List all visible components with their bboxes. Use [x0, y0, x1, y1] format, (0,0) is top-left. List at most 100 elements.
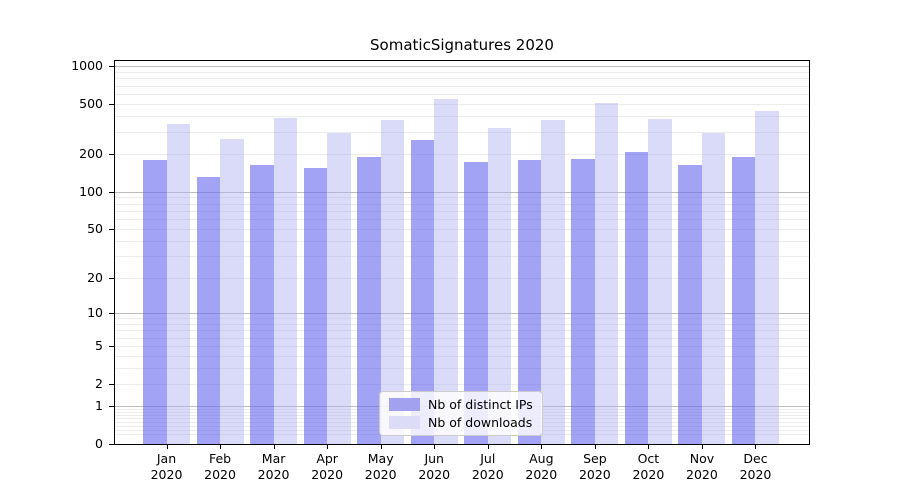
bar-distinct-ips-aug — [517, 160, 542, 444]
grid-line — [115, 368, 809, 370]
x-tick-mark — [220, 445, 222, 449]
x-tick-label-feb: Feb 2020 — [204, 451, 236, 482]
y-tick-label: 5 — [95, 338, 103, 354]
y-tick-label: 1 — [95, 398, 103, 414]
bar-downloads-aug — [541, 120, 565, 444]
grid-line — [115, 197, 809, 199]
bar-distinct-ips-dec — [731, 157, 756, 444]
y-tick-label: 0 — [95, 436, 103, 451]
legend-label-downloads: Nb of downloads — [428, 415, 533, 430]
grid-line — [115, 228, 809, 230]
x-tick-label-may: May 2020 — [364, 451, 397, 482]
grid-line — [115, 330, 809, 332]
bar-distinct-ips-sep — [571, 158, 595, 444]
bar-distinct-ips-apr — [303, 168, 328, 444]
x-tick-label-nov: Nov 2020 — [686, 451, 718, 482]
bar-distinct-ips-jul — [464, 161, 488, 444]
grid-line — [115, 346, 809, 348]
x-tick-mark — [434, 445, 436, 449]
x-tick-mark — [755, 445, 757, 449]
grid-line — [115, 191, 809, 193]
x-tick-label-aug: Aug 2020 — [525, 451, 558, 482]
bar-downloads-nov — [701, 132, 726, 444]
grid-line — [115, 240, 809, 242]
grid-line — [115, 383, 809, 385]
grid-line — [115, 104, 809, 106]
y-tick-mark — [109, 66, 114, 68]
grid-line — [115, 94, 809, 96]
y-tick-mark — [109, 277, 114, 279]
grid-line — [115, 256, 809, 258]
y-tick-label: 2 — [95, 375, 103, 391]
bar-downloads-mar — [273, 118, 298, 444]
x-tick-label-apr: Apr 2020 — [311, 451, 344, 482]
y-tick-mark — [109, 383, 114, 385]
y-tick-mark — [109, 153, 114, 155]
legend-label-distinct-ips: Nb of distinct IPs — [428, 397, 533, 412]
grid-line — [115, 203, 809, 205]
grid-line — [115, 66, 809, 68]
x-tick-mark — [487, 445, 489, 449]
grid-line — [115, 312, 809, 314]
grid-line — [115, 85, 809, 87]
x-tick-mark — [380, 445, 382, 449]
y-tick-mark — [109, 191, 114, 193]
grid-line — [115, 277, 809, 279]
chart-title: SomaticSignatures 2020 — [370, 36, 554, 54]
bar-distinct-ips-jan — [143, 159, 167, 444]
x-tick-mark — [541, 445, 543, 449]
y-tick-label: 500 — [79, 96, 103, 112]
grid-line — [115, 116, 809, 118]
bar-distinct-ips-feb — [196, 177, 221, 444]
bar-downloads-dec — [755, 111, 779, 444]
x-tick-label-jan: Jan 2020 — [150, 451, 183, 482]
legend-item-downloads: Nb of downloads — [389, 415, 533, 430]
y-tick-label: 200 — [79, 145, 103, 161]
y-tick-mark — [109, 444, 114, 445]
y-tick-mark — [109, 312, 114, 314]
x-tick-label-mar: Mar 2020 — [257, 451, 290, 482]
bar-downloads-apr — [327, 132, 351, 444]
y-tick-mark — [109, 346, 114, 348]
grid-line — [115, 71, 809, 73]
x-tick-label-dec: Dec 2020 — [739, 451, 772, 482]
y-tick-label: 20 — [87, 269, 103, 285]
x-tick-mark — [594, 445, 596, 449]
grid-line — [115, 337, 809, 339]
grid-line — [115, 210, 809, 212]
x-tick-mark — [648, 445, 650, 449]
x-tick-mark — [327, 445, 329, 449]
grid-line — [115, 131, 809, 133]
y-tick-label: 10 — [87, 304, 103, 320]
y-tick-label: 1000 — [71, 58, 103, 74]
y-tick-label: 100 — [79, 183, 103, 199]
legend-item-distinct-ips: Nb of distinct IPs — [389, 397, 533, 412]
legend: Nb of distinct IPs Nb of downloads — [379, 391, 543, 436]
bar-distinct-ips-may — [357, 157, 381, 444]
bar-distinct-ips-mar — [250, 164, 274, 444]
bar-distinct-ips-oct — [624, 151, 649, 444]
y-tick-mark — [109, 406, 114, 408]
grid-line — [115, 219, 809, 221]
plot-area — [114, 60, 810, 445]
bar-downloads-jan — [166, 123, 190, 444]
bar-distinct-ips-nov — [678, 165, 702, 444]
x-tick-mark — [273, 445, 275, 449]
grid-line — [115, 153, 809, 155]
x-tick-label-jul: Jul 2020 — [471, 451, 504, 482]
y-tick-mark — [109, 104, 114, 106]
bar-downloads-feb — [220, 138, 244, 444]
grid-line — [115, 318, 809, 320]
y-tick-label: 50 — [87, 220, 103, 236]
grid-line — [115, 355, 809, 357]
bar-downloads-oct — [648, 118, 672, 444]
legend-swatch-downloads — [389, 416, 420, 429]
x-tick-label-sep: Sep 2020 — [578, 451, 611, 482]
legend-swatch-distinct-ips — [389, 398, 420, 411]
x-tick-mark — [166, 445, 168, 449]
bar-distinct-ips-jun — [410, 139, 435, 444]
bar-downloads-jun — [434, 99, 458, 444]
grid-line — [115, 78, 809, 80]
x-tick-label-jun: Jun 2020 — [418, 451, 451, 482]
